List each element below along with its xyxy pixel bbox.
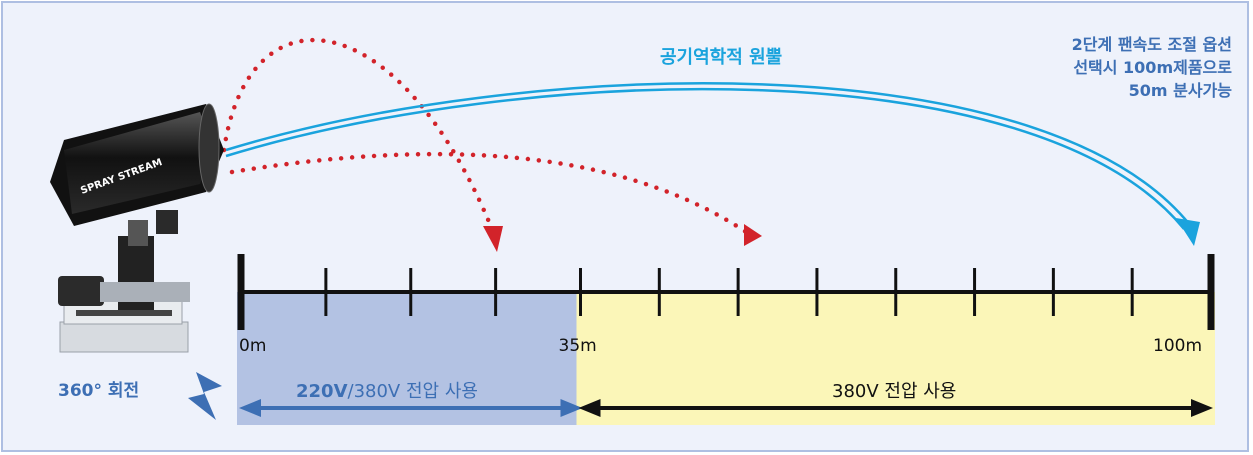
medium-trajectory [229,151,755,239]
zone-layer [237,292,1215,425]
high-voltage-range-arrowhead [1191,399,1213,417]
low-voltage-range-arrowhead [239,399,261,417]
zone-label-high-voltage: 380V 전압 사용 [832,381,957,402]
scale-tick-label: 100m [1153,336,1203,356]
scale-tick-label: 35m [558,336,597,356]
lightning-bolt-icon [188,372,222,420]
airflow-label: 공기역학적 원뿔 [660,47,783,68]
axis-layer [237,254,1215,330]
option-note-line: 선택시 100m제품으로 [1073,58,1232,77]
rotation-label: 360° 회전 [58,381,140,401]
scale-tick-label: 0m [239,336,267,356]
airflow-arc [225,82,1191,230]
zone-label-bold: 220V [296,381,348,402]
voltage-zone [237,292,577,425]
option-note-line: 2단계 팬속도 조절 옵션 [1071,35,1232,54]
range-layer [239,399,1213,417]
zone-label-low-voltage: 220V/380V 전압 사용 [296,377,478,403]
medium-trajectory-arrowhead [744,224,762,246]
airflow-arrowhead [1176,218,1200,246]
option-note-line: 50m 분사가능 [1128,81,1232,100]
short-trajectory-arrowhead [483,226,503,252]
low-voltage-range-arrowhead [560,399,583,417]
high-voltage-range-arrowhead [578,399,601,417]
short-trajectory [221,38,497,237]
zone-label-rest: /380V 전압 사용 [347,381,478,402]
option-note: 2단계 팬속도 조절 옵션 선택시 100m제품으로 50m 분사가능 [1072,33,1232,102]
spray-cannon: SPRAY STREAM [50,103,224,353]
